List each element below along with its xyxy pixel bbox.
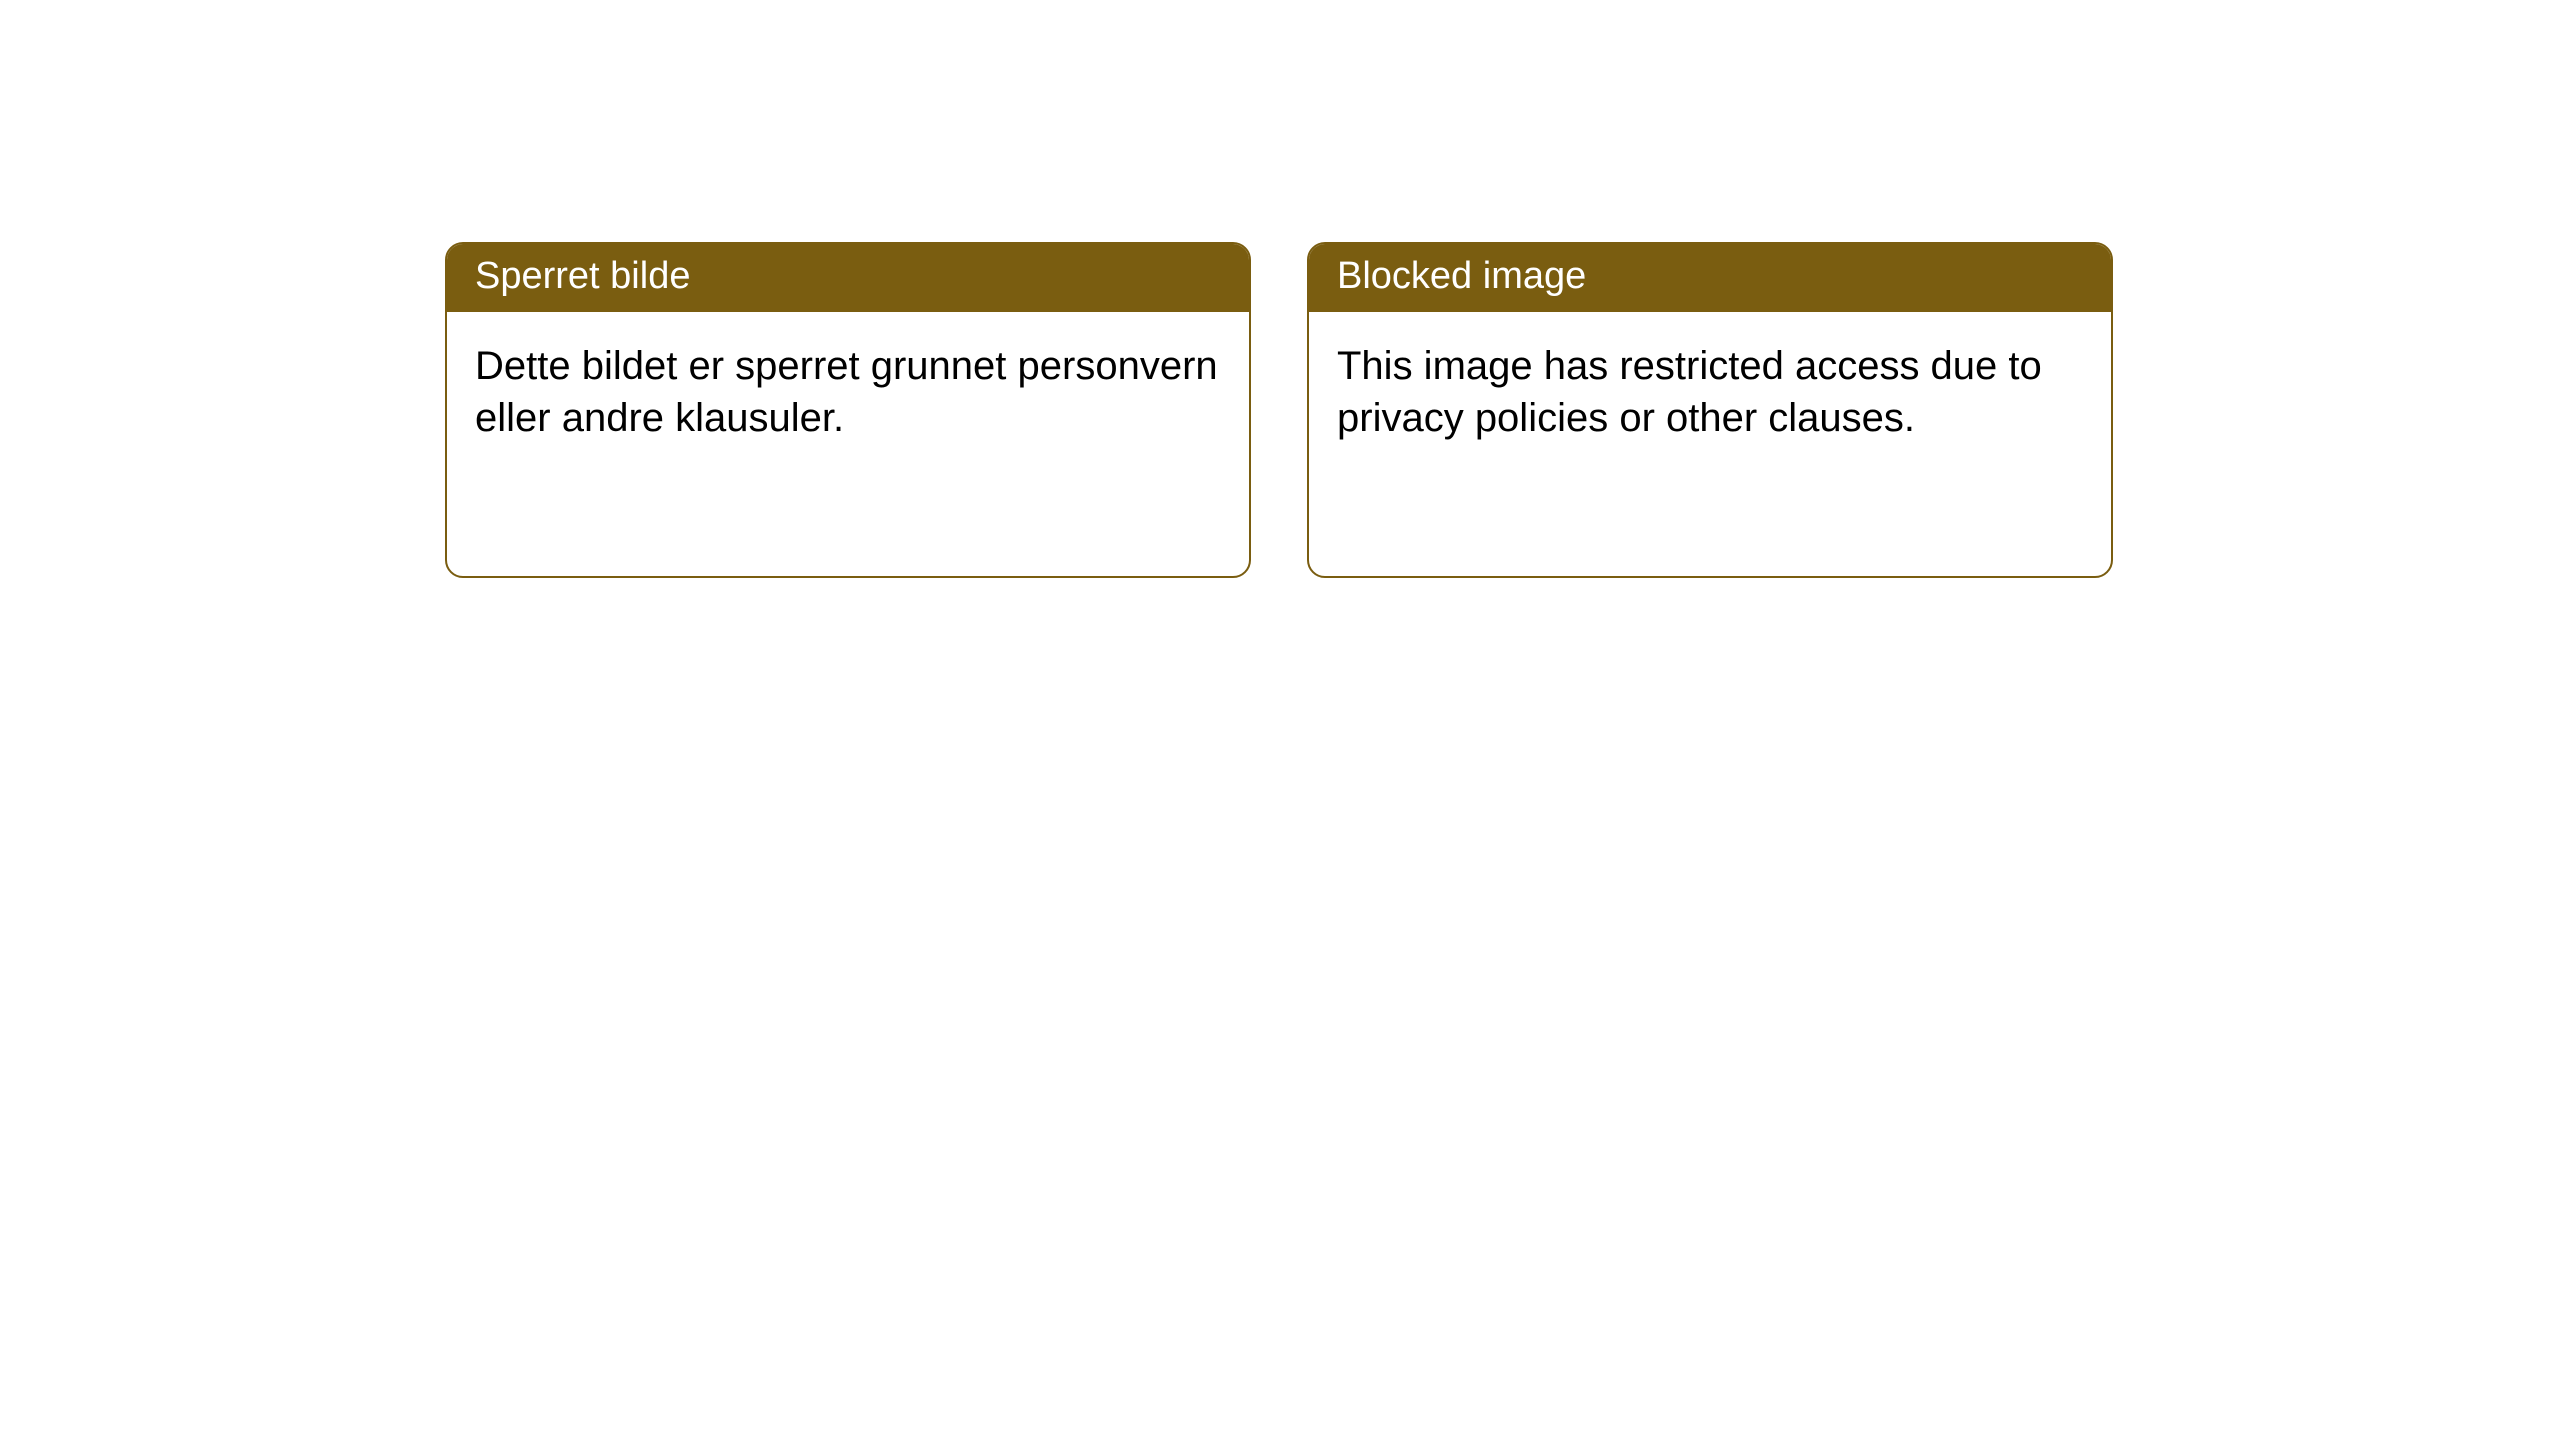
notice-card-norwegian: Sperret bilde Dette bildet er sperret gr…	[445, 242, 1251, 578]
notice-title: Sperret bilde	[447, 244, 1249, 312]
notice-card-english: Blocked image This image has restricted …	[1307, 242, 2113, 578]
notice-message: Dette bildet er sperret grunnet personve…	[447, 312, 1249, 472]
notice-message: This image has restricted access due to …	[1309, 312, 2111, 472]
notice-title: Blocked image	[1309, 244, 2111, 312]
notice-container: Sperret bilde Dette bildet er sperret gr…	[445, 242, 2113, 578]
